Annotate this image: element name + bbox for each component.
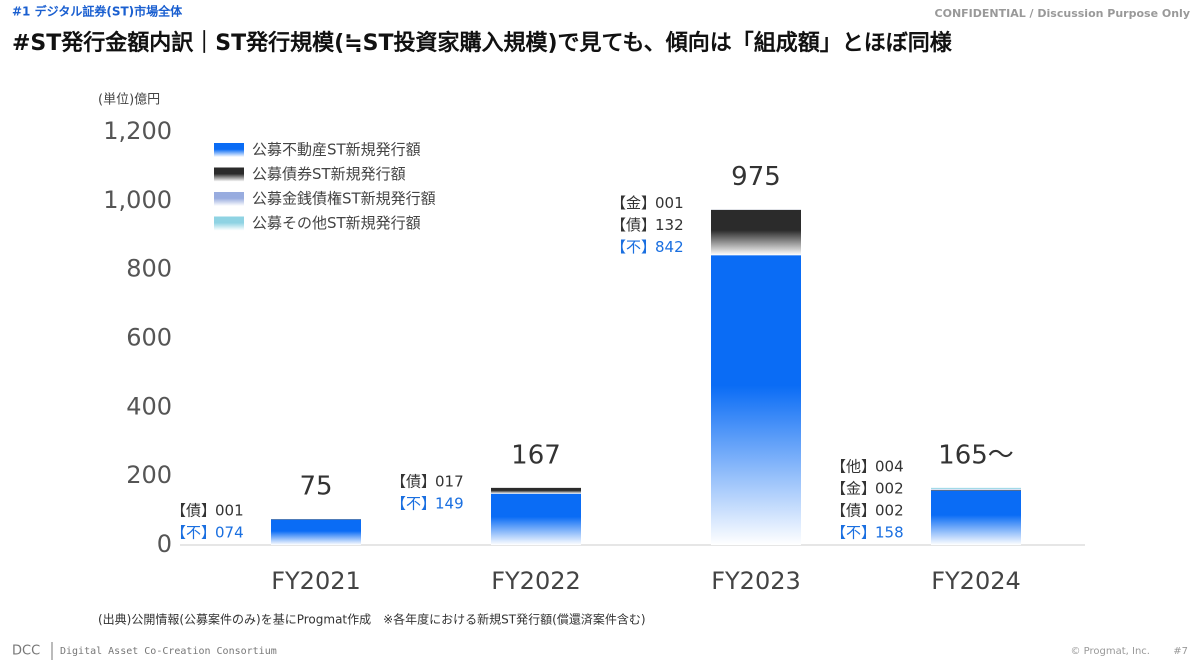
segment-tag: 【債】 (611, 216, 656, 234)
y-tick-label: 1,000 (103, 186, 172, 214)
value-label: 004 (875, 458, 904, 476)
y-tick-label: 600 (126, 324, 172, 352)
segment-tag: 【金】 (831, 480, 876, 498)
legend-swatch (214, 192, 244, 206)
bar-segment (491, 487, 581, 494)
bar-segment (931, 490, 1021, 545)
footer-logo: DCC (12, 644, 40, 659)
segment-tag: 【金】 (611, 194, 656, 212)
x-tick-label: FY2021 (271, 567, 361, 595)
bar-segment (711, 209, 801, 256)
total-label: 167 (511, 440, 561, 470)
copyright: © Progmat, Inc. (1070, 646, 1150, 657)
y-tick-label: 400 (126, 392, 172, 420)
bar-segment (271, 519, 361, 545)
value-label: 074 (215, 524, 244, 542)
value-label: 017 (435, 472, 464, 490)
source-note: (出典)公開情報(公募案件のみ)を基にProgmat作成 ※各年度における新規S… (98, 612, 646, 627)
x-tick-label: FY2023 (711, 567, 801, 595)
y-tick-label: 200 (126, 461, 172, 489)
total-label: 75 (299, 472, 332, 502)
legend-label: 公募金銭債権ST新規発行額 (252, 190, 436, 208)
bar-segment (491, 493, 581, 545)
bar-segment (931, 489, 1021, 491)
legend-label: 公募不動産ST新規発行額 (252, 141, 421, 159)
value-label: 001 (215, 502, 244, 520)
bar-segment (931, 489, 1021, 490)
x-tick-label: FY2022 (491, 567, 581, 595)
legend-label: 公募債券ST新規発行額 (252, 165, 406, 183)
bar-segment (711, 255, 801, 545)
value-label: 001 (655, 194, 684, 212)
y-tick-label: 800 (126, 255, 172, 283)
legend-label: 公募その他ST新規発行額 (252, 214, 421, 232)
legend-swatch (214, 167, 244, 182)
value-label: 149 (435, 494, 464, 512)
legend-swatch (214, 216, 244, 231)
unit-label: (単位)億円 (98, 92, 160, 108)
segment-tag: 【不】 (171, 524, 216, 542)
total-label: 165～ (938, 440, 1014, 470)
bar-segment (931, 487, 1021, 490)
page-number: #7 (1173, 646, 1188, 657)
segment-tag: 【債】 (831, 502, 876, 520)
footer-org: Digital Asset Co-Creation Consortium (60, 646, 277, 657)
total-label: 975 (731, 162, 781, 192)
value-label: 158 (875, 524, 904, 542)
segment-tag: 【他】 (831, 458, 876, 476)
segment-tag: 【不】 (611, 238, 656, 256)
segment-tag: 【不】 (391, 494, 436, 512)
confidential: CONFIDENTIAL / Discussion Purpose Only (935, 7, 1190, 20)
section-label: #1 デジタル証券(ST)市場全体 (12, 4, 183, 19)
x-tick-label: FY2024 (931, 567, 1021, 595)
legend-swatch (214, 143, 244, 157)
value-label: 002 (875, 480, 904, 498)
value-label: 132 (655, 216, 684, 234)
segment-tag: 【不】 (831, 524, 876, 542)
value-label: 842 (655, 238, 684, 256)
y-tick-label: 0 (157, 530, 172, 558)
segment-tag: 【債】 (391, 472, 436, 490)
value-label: 002 (875, 502, 904, 520)
y-tick-label: 1,200 (103, 117, 172, 145)
segment-tag: 【債】 (171, 502, 216, 520)
slide-title: #ST発行金額内訳｜ST発行規模(≒ST投資家購入規模)で見ても、傾向は「組成額… (12, 30, 953, 56)
